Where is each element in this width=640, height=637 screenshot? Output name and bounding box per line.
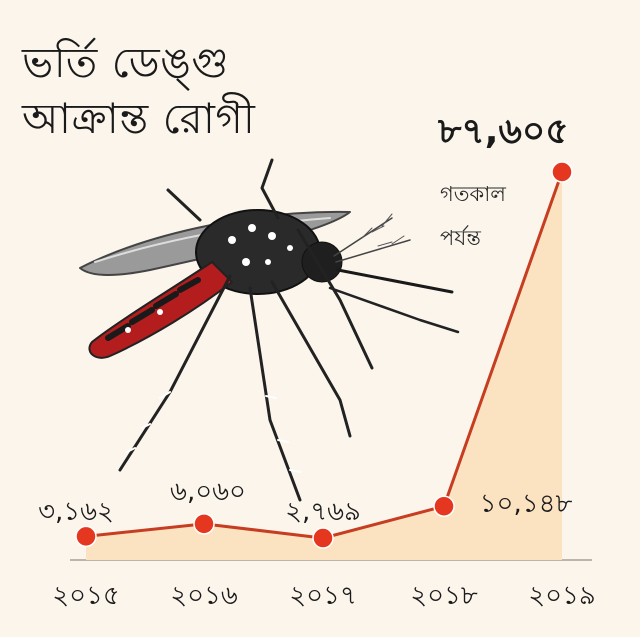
x-tick-label-5: ২০১৯ <box>528 581 596 611</box>
x-tick-label-4: ২০১৮ <box>410 581 478 611</box>
data-labels-group: ৩,১৬২ ৬,০৬০ ২,৭৬৯ ১০,১৪৮ <box>38 477 572 527</box>
peak-note-line-1: গতকাল <box>440 182 506 206</box>
data-point-4 <box>433 495 455 517</box>
chart-title-line-1: ভর্তি ডেঙ্গু <box>22 38 230 87</box>
data-point-2 <box>193 513 215 535</box>
data-point-3 <box>312 527 334 549</box>
data-label-3: ২,৭৬৯ <box>285 497 361 527</box>
data-point-5 <box>551 161 573 183</box>
data-label-2: ৬,০৬০ <box>170 477 246 507</box>
series-area-group <box>86 172 562 560</box>
data-point-1 <box>75 525 97 548</box>
chart-title-line-2: আক্রান্ত রোগী <box>22 94 256 143</box>
series-area <box>86 172 562 560</box>
x-tick-label-1: ২০১৫ <box>52 581 120 611</box>
peak-note-line-2: পর্যন্ত <box>440 226 481 250</box>
data-points-group <box>75 161 573 549</box>
x-tick-label-2: ২০১৬ <box>170 581 238 611</box>
x-tick-labels-group: ২০১৫ ২০১৬ ২০১৭ ২০১৮ ২০১৯ <box>52 581 596 611</box>
peak-value-label: ৮৭,৬০৫ <box>438 111 569 152</box>
x-tick-label-3: ২০১৭ <box>289 581 357 611</box>
mosquito-icon <box>79 158 460 502</box>
data-label-4: ১০,১৪৮ <box>480 489 573 519</box>
data-label-1: ৩,১৬২ <box>38 497 114 527</box>
